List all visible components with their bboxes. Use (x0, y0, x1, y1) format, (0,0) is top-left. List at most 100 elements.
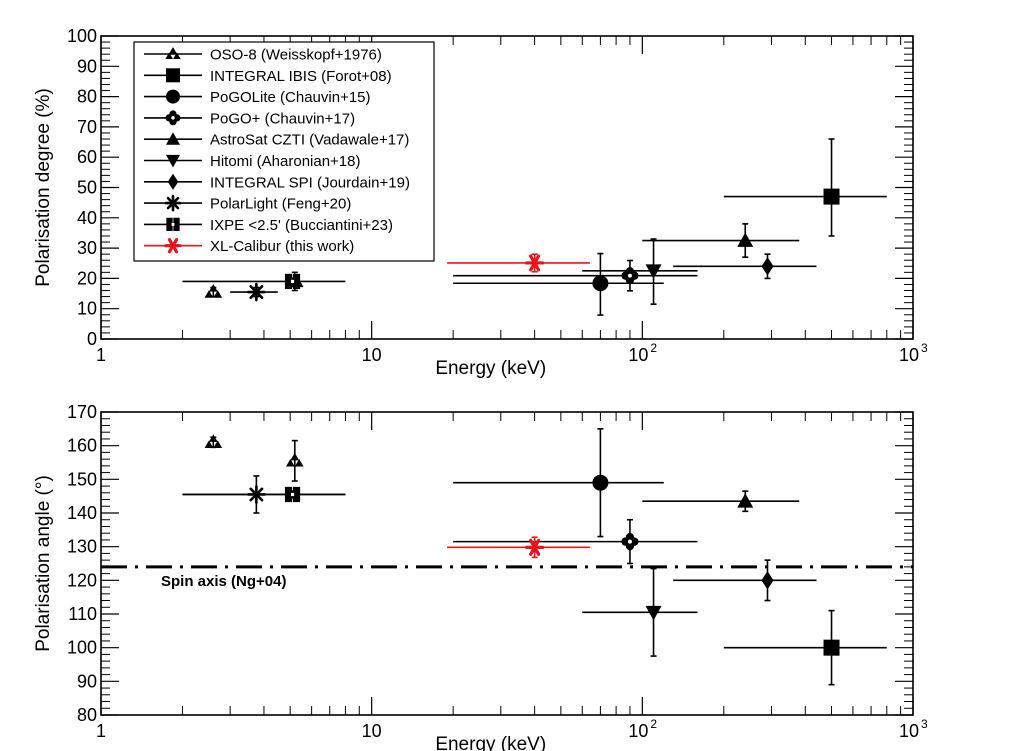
legend-marker-plussq-block (173, 217, 180, 225)
y-axis-title: Polarisation angle (°) (33, 475, 54, 652)
legend-marker-plussq-hole (171, 223, 175, 226)
y-tick-label: 0 (87, 329, 97, 349)
data-point (204, 434, 223, 449)
legend-marker-diamond (167, 173, 179, 190)
data-point (453, 428, 664, 538)
legend-label: INTEGRAL IBIS (Forot+08) (210, 68, 392, 85)
y-tick-label: 80 (77, 87, 97, 107)
marker-circle-shape (592, 474, 609, 491)
marker-square-shape (823, 188, 840, 205)
legend-label: AstroSat CZTI (Vadawale+17) (210, 132, 409, 149)
marker-cross-lobe (621, 271, 630, 280)
data-point (230, 282, 278, 302)
legend-marker-cross-lobe (165, 114, 173, 122)
marker-square (823, 188, 840, 205)
x-tick-label: 10 (362, 345, 382, 365)
marker-tri3-tri (285, 459, 295, 467)
legend-marker-tridown-shape (166, 154, 180, 168)
spin-axis-label: Spin axis (Ng+04) (161, 573, 286, 590)
legend-marker-plussq-block (166, 224, 173, 232)
legend-marker-cross-lobe (173, 114, 181, 122)
x-tick-exponent: 3 (921, 717, 928, 731)
legend-marker-star-stroke (166, 196, 180, 210)
y-tick-label: 20 (77, 268, 97, 288)
marker-redstar (525, 538, 545, 556)
marker-tri3-tri (213, 440, 223, 449)
y-tick-label: 120 (67, 570, 97, 590)
marker-tridown (645, 605, 662, 621)
y-tick-label: 100 (67, 26, 97, 46)
marker-tri3 (204, 284, 223, 298)
marker-cross-lobe (621, 537, 630, 546)
legend-entry: PolarLight (Feng+20) (144, 194, 351, 213)
marker-plussq (284, 273, 301, 290)
y-tick-label: 150 (67, 469, 97, 489)
marker-diamond-shape (761, 257, 774, 276)
marker-tri3-tri (204, 440, 214, 449)
legend-label: IXPE <2.5' (Bucciantini+23) (210, 217, 393, 234)
legend-label: OSO-8 (Weisskopf+1976) (210, 47, 382, 64)
legend-label: Hitomi (Aharonian+18) (210, 153, 361, 170)
legend-marker-plussq-block (173, 224, 180, 232)
data-point (582, 238, 698, 305)
marker-tri3-tri (208, 434, 218, 442)
marker-triup-shape (737, 493, 754, 508)
y-tick-label: 110 (68, 604, 97, 624)
legend-marker-plussq-block (166, 217, 173, 225)
marker-redstar-stroke (529, 254, 541, 272)
x-tick-label: 10 (899, 345, 919, 365)
marker-plussq-block (284, 494, 293, 503)
marker-plussq-block (292, 486, 301, 495)
marker-square (823, 639, 840, 656)
marker-diamond-shape (761, 571, 774, 590)
y-tick-label: 10 (77, 299, 97, 319)
data-point (723, 609, 887, 686)
marker-triup-shape (737, 232, 754, 247)
y-tick-label: 90 (77, 56, 97, 76)
marker-cross-lobe (630, 537, 639, 546)
y-tick-label: 130 (67, 537, 97, 557)
x-tick-label: 10 (628, 721, 648, 741)
legend-label: PoGOLite (Chauvin+15) (210, 89, 371, 106)
marker-tridown-shape (645, 264, 662, 279)
data-point (723, 138, 887, 237)
legend-label: XL-Calibur (this work) (210, 238, 354, 255)
y-tick-label: 170 (67, 402, 97, 422)
marker-plussq-block (292, 281, 301, 290)
plot-frame (100, 411, 914, 716)
data-point (447, 253, 590, 273)
legend-entry: PoGO+ (Chauvin+17) (144, 110, 355, 127)
y-tick-label: 30 (77, 238, 97, 258)
x-axis-title: Energy (keV) (435, 358, 546, 379)
legend-marker-triup (166, 132, 180, 145)
marker-tri3-tri (290, 452, 300, 461)
legend-marker-circle-shape (166, 89, 180, 104)
marker-star (247, 282, 266, 302)
legend-marker-circle (166, 89, 180, 104)
data-point (182, 273, 346, 290)
marker-tri3-tri (294, 459, 304, 467)
marker-tridown-shape (645, 605, 662, 621)
marker-star-stroke (249, 285, 264, 299)
marker-tri3-tri (213, 290, 223, 298)
y-tick-label: 70 (77, 117, 97, 137)
data-point (447, 536, 590, 559)
marker-diamond (761, 571, 774, 590)
data-point (673, 253, 817, 280)
marker-tridown (645, 264, 662, 279)
x-tick-label: 1 (96, 345, 106, 365)
legend-marker-redstar (164, 238, 182, 254)
legend-marker-cross (165, 110, 181, 126)
marker-cross (621, 267, 639, 285)
marker-plussq-block (284, 486, 293, 495)
legend-marker-redstar-stroke (167, 238, 179, 254)
x-axis-title: Energy (keV) (435, 734, 546, 751)
legend: OSO-8 (Weisskopf+1976) INTEGRAL IBIS (For… (133, 41, 435, 262)
marker-cross-lobe (630, 271, 639, 280)
x-tick-exponent: 2 (650, 341, 657, 355)
marker-square-shape (823, 639, 840, 656)
marker-tri3 (285, 452, 304, 467)
y-tick-label: 90 (77, 671, 97, 691)
legend-entry: AstroSat CZTI (Vadawale+17) (144, 132, 409, 149)
